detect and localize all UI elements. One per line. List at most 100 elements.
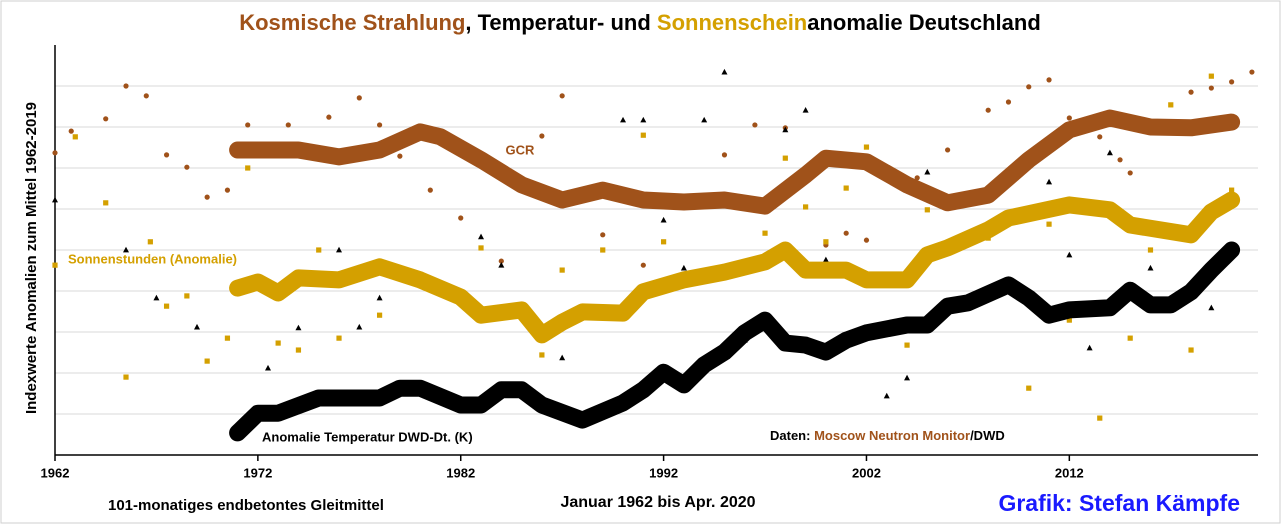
series-label: GCR bbox=[506, 142, 536, 157]
dot bbox=[458, 215, 464, 221]
dot bbox=[782, 155, 788, 161]
dot bbox=[52, 150, 58, 156]
x-tick-label: 1982 bbox=[446, 465, 475, 480]
dot bbox=[822, 256, 829, 263]
source-note: Daten: Moscow Neutron Monitor/DWD bbox=[770, 428, 1005, 443]
dot bbox=[1249, 69, 1255, 75]
dot bbox=[204, 358, 210, 364]
series-label: Anomalie Temperatur DWD-Dt. (K) bbox=[262, 429, 473, 444]
dot bbox=[843, 230, 849, 236]
source-part: /DWD bbox=[970, 428, 1005, 443]
series-line bbox=[229, 109, 1241, 215]
dot bbox=[701, 116, 708, 123]
dot bbox=[1066, 251, 1073, 258]
x-tick-label: 2012 bbox=[1055, 465, 1084, 480]
dot bbox=[72, 134, 78, 140]
dot bbox=[1046, 77, 1052, 83]
dot bbox=[559, 354, 566, 361]
dot bbox=[153, 294, 160, 301]
dot bbox=[245, 122, 251, 128]
dot bbox=[1046, 221, 1052, 227]
dot bbox=[224, 335, 231, 341]
dot bbox=[336, 335, 342, 341]
x-tick-label: 1962 bbox=[41, 465, 70, 480]
dot bbox=[194, 323, 201, 330]
dot bbox=[356, 95, 362, 101]
dot bbox=[356, 323, 363, 330]
y-axis-label: Indexwerte Anomalien zum Mittel 1962-201… bbox=[23, 102, 40, 414]
dot bbox=[1229, 187, 1235, 193]
source-part: Moscow Neutron Monitor bbox=[814, 428, 970, 443]
dot bbox=[640, 262, 646, 268]
dot bbox=[1208, 85, 1214, 91]
dot bbox=[1097, 415, 1103, 421]
dot bbox=[1127, 335, 1133, 341]
dot bbox=[640, 132, 646, 138]
dot bbox=[1005, 99, 1012, 105]
dot bbox=[1026, 84, 1032, 90]
dot bbox=[1127, 170, 1133, 176]
dot bbox=[478, 245, 484, 251]
dot bbox=[52, 262, 58, 268]
dot bbox=[103, 116, 109, 122]
dot bbox=[1188, 347, 1194, 353]
series-line bbox=[229, 241, 1241, 442]
dot bbox=[782, 126, 789, 133]
dot bbox=[904, 342, 910, 348]
dot bbox=[397, 153, 403, 159]
dot bbox=[295, 347, 302, 353]
dot bbox=[163, 303, 170, 309]
dot bbox=[1208, 73, 1214, 79]
x-tick-label: 1992 bbox=[649, 465, 678, 480]
dot bbox=[721, 68, 728, 75]
dot bbox=[924, 168, 931, 175]
dot bbox=[184, 164, 190, 170]
dot bbox=[843, 185, 849, 191]
series-line bbox=[229, 191, 1241, 344]
dot bbox=[640, 116, 647, 123]
dot bbox=[600, 232, 606, 238]
dot bbox=[316, 247, 322, 253]
chart-title: Kosmische Strahlung, Temperatur- und Son… bbox=[239, 10, 1041, 35]
dot bbox=[802, 106, 809, 113]
source-part: Daten: bbox=[770, 428, 814, 443]
dot bbox=[376, 294, 383, 301]
dot bbox=[1026, 385, 1032, 391]
dot bbox=[376, 122, 383, 128]
series-label: Sonnenstunden (Anomalie) bbox=[68, 251, 237, 266]
dot bbox=[539, 133, 545, 139]
dot bbox=[285, 122, 291, 128]
dot bbox=[275, 340, 281, 346]
dot bbox=[924, 207, 930, 213]
dot bbox=[539, 352, 545, 358]
dot bbox=[1086, 344, 1093, 351]
dot bbox=[376, 312, 383, 318]
dot bbox=[1147, 264, 1154, 271]
dot bbox=[147, 239, 153, 245]
credit: Grafik: Stefan Kämpfe bbox=[998, 490, 1240, 516]
dot bbox=[1097, 134, 1103, 140]
dot bbox=[1208, 304, 1215, 311]
dot bbox=[478, 233, 485, 240]
dot bbox=[1188, 89, 1194, 95]
dot bbox=[143, 93, 149, 99]
dot bbox=[680, 264, 687, 271]
dot bbox=[1117, 157, 1123, 163]
dot bbox=[752, 122, 758, 128]
footer-left: 101-monatiges endbetontes Gleitmittel bbox=[108, 497, 384, 514]
dot bbox=[1147, 247, 1154, 253]
dot bbox=[295, 324, 302, 331]
dot bbox=[427, 187, 433, 193]
dot bbox=[68, 128, 74, 134]
dot bbox=[1066, 317, 1072, 323]
title-part: Kosmische Strahlung bbox=[239, 10, 465, 35]
x-tick-label: 1972 bbox=[243, 465, 272, 480]
title-part: , Temperatur- und bbox=[465, 10, 657, 35]
dot bbox=[123, 83, 129, 89]
dot bbox=[559, 267, 565, 273]
dot bbox=[883, 392, 890, 399]
dot bbox=[184, 293, 190, 299]
dot bbox=[123, 374, 129, 380]
dot bbox=[204, 194, 210, 200]
